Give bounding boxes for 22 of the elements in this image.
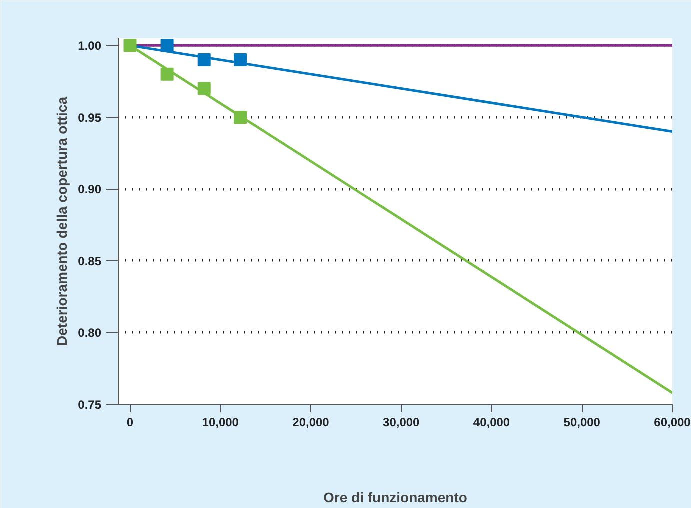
x-tick-label: 40,000: [473, 416, 510, 430]
y-tick-label: 1.00: [78, 39, 102, 54]
x-tick-label: 20,000: [292, 416, 330, 430]
y-tick-label: 0.90: [78, 182, 102, 197]
x-tick-label: 0: [126, 416, 134, 430]
point: [234, 110, 248, 124]
point: [124, 39, 137, 52]
y-axis-title: Deterioramento della copertura ottica: [54, 96, 70, 346]
point: [198, 82, 211, 96]
x-tick-label: 50,000: [564, 416, 601, 430]
x-tick-label: 30,000: [383, 416, 420, 430]
y-tick-label: 0.85: [78, 254, 102, 268]
point: [198, 54, 211, 67]
x-tick-label: 10,000: [202, 416, 240, 430]
x-tick-label: 60,000: [654, 416, 691, 430]
point: [234, 54, 248, 67]
y-tick-label: 0.75: [78, 398, 102, 412]
point: [160, 39, 174, 52]
x-axis-title: Ore di funzionamento: [324, 490, 468, 506]
y-tick-label: 0.80: [78, 326, 102, 340]
point: [160, 68, 174, 81]
y-tick-label: 0.95: [78, 110, 102, 125]
